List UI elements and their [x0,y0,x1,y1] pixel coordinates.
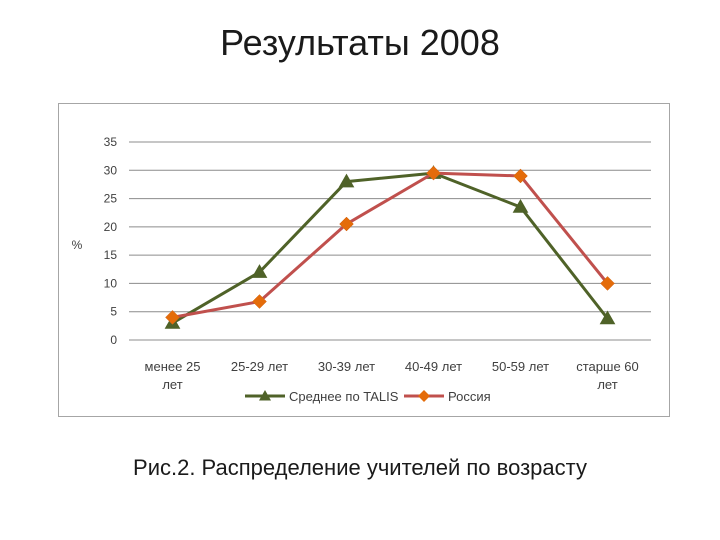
chart-frame: 0 5 10 15 20 25 30 35% менее 25 лет 25-29 лет 30-39… [58,103,670,417]
x-tick-label: менее 25 [145,359,201,374]
legend-label: Среднее по TALIS [289,389,399,404]
data-point-triangle [512,199,529,213]
y-tick-label: 10 [104,276,118,290]
y-tick-label: 0 [110,333,117,347]
legend-marker [259,390,271,401]
legend-marker [418,390,430,402]
data-point-diamond [600,276,615,291]
x-tick-label: 30-39 лет [318,359,375,374]
series-line [171,171,609,325]
y-tick-label: 15 [104,248,118,262]
y-tick-label: 30 [104,163,118,177]
y-axis-label: % [72,238,83,252]
data-point-diamond [513,168,528,184]
x-tick-label: 25-29 лет [231,359,288,374]
x-tick-label: лет [597,377,617,392]
data-point-triangle [599,310,616,325]
series-line [172,171,609,319]
data-point-diamond [339,216,354,232]
data-point-diamond [252,294,267,309]
figure-caption: Рис.2. Распределение учителей по возраст… [133,455,587,480]
data-point-diamond [426,165,441,181]
slide-title: Результаты 2008 [220,22,500,63]
line-chart: 0 5 10 15 20 25 30 35% менее 25 лет 25-29 лет 30-39… [72,135,651,404]
data-point-triangle [251,264,268,278]
x-tick-label: 50-59 лет [492,359,549,374]
x-tick-label: лет [162,377,182,392]
y-tick-label: 35 [104,135,118,149]
legend-label: Россия [448,389,491,404]
y-tick-label: 5 [110,305,117,319]
x-tick-label: старше 60 [576,359,639,374]
data-point-diamond [165,310,180,325]
y-tick-label: 25 [104,192,118,206]
y-tick-label: 20 [104,220,118,234]
data-point-triangle [338,173,355,188]
x-tick-label: 40-49 лет [405,359,462,374]
